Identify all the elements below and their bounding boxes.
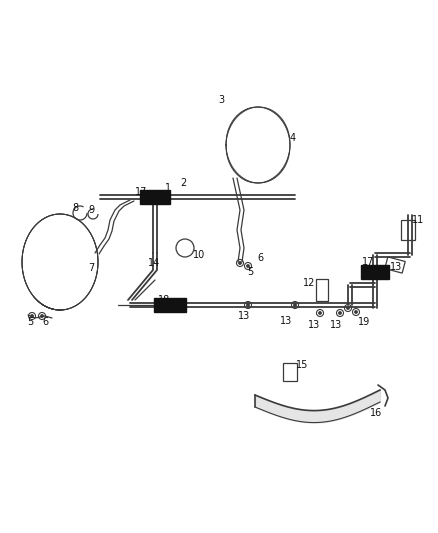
Text: 17: 17 [362,257,374,267]
Text: 19: 19 [358,317,370,327]
Text: 3: 3 [218,95,224,105]
Text: 8: 8 [72,203,78,213]
Text: 4: 4 [290,133,296,143]
Text: 13: 13 [308,320,320,330]
Text: 13: 13 [280,316,292,326]
Circle shape [319,312,321,314]
Circle shape [31,315,33,317]
Circle shape [347,307,349,309]
Bar [154,298,186,312]
Text: 15: 15 [296,360,308,370]
Text: 18: 18 [158,295,170,305]
Text: 1: 1 [165,183,171,193]
Text: 14: 14 [148,258,160,268]
Circle shape [239,262,241,264]
Bar [401,220,415,240]
Text: 9: 9 [88,205,94,215]
Bar [283,363,297,381]
Circle shape [247,304,249,306]
Text: 6: 6 [42,317,48,327]
Text: 13: 13 [390,262,402,272]
Bar [361,265,389,279]
Circle shape [247,265,249,267]
Text: 5: 5 [27,317,33,327]
Text: 16: 16 [370,408,382,418]
Text: 2: 2 [180,178,186,188]
Text: 10: 10 [193,250,205,260]
Circle shape [339,312,341,314]
Bar [385,257,405,273]
Text: 11: 11 [412,215,424,225]
Text: 6: 6 [257,253,263,263]
Circle shape [294,304,296,306]
Text: 17: 17 [135,187,147,197]
Text: 12: 12 [303,278,315,288]
Text: 7: 7 [88,263,94,273]
Circle shape [355,311,357,313]
Text: 5: 5 [247,267,253,277]
Bar [316,279,328,301]
Text: 13: 13 [330,320,342,330]
Text: 13: 13 [238,311,250,321]
Circle shape [41,315,43,317]
Bar [140,190,170,204]
